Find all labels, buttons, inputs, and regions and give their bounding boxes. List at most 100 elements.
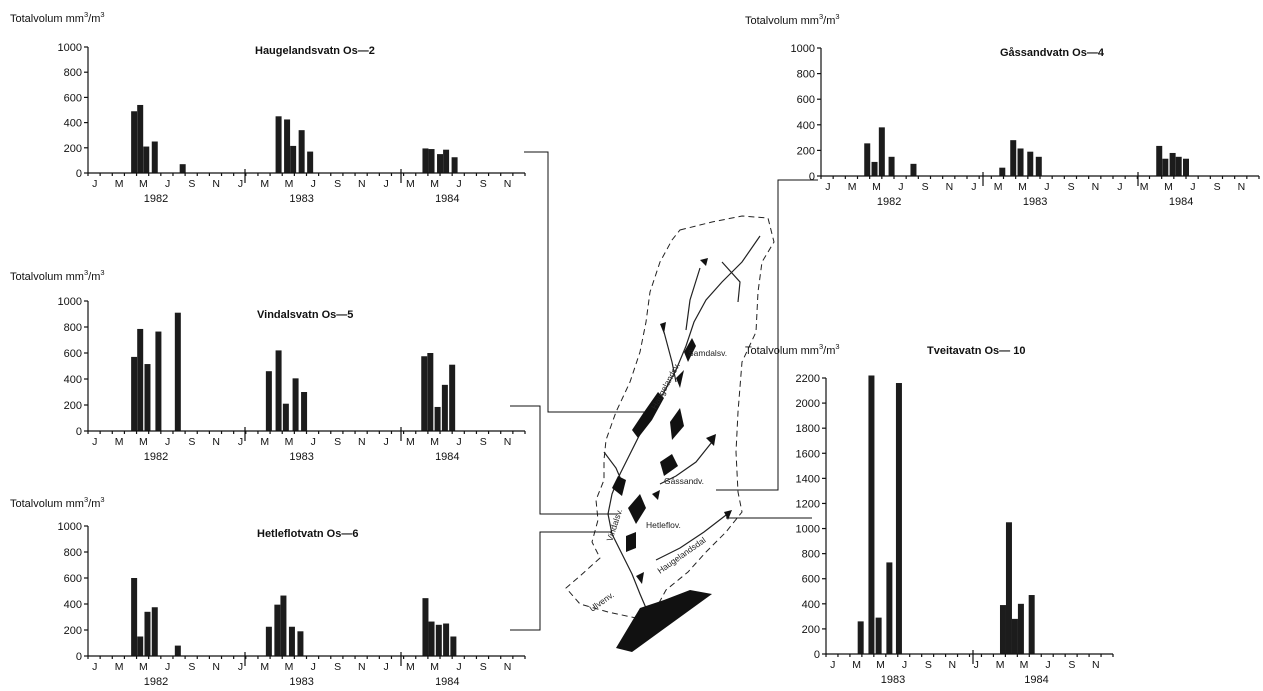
year-label: 1982	[877, 196, 901, 208]
bar	[449, 364, 456, 431]
y-tick-label: 400	[802, 599, 820, 611]
x-month-label: N	[212, 436, 220, 448]
bar	[131, 356, 138, 431]
x-month-label: J	[1044, 181, 1049, 193]
x-month-label: J	[311, 178, 316, 190]
y-tick-label: 800	[64, 67, 82, 79]
bar	[280, 595, 287, 656]
y-tick-label: 200	[802, 624, 820, 636]
y-tick-label: 0	[76, 168, 82, 180]
y-tick-label: 1000	[58, 296, 82, 308]
bar	[435, 624, 442, 656]
map-label: Hetleflov.	[646, 520, 681, 530]
lake	[636, 572, 644, 584]
x-month-label: S	[334, 178, 341, 190]
x-month-label: J	[971, 181, 976, 193]
x-month-label: J	[456, 661, 461, 673]
lake-samdalsvatn	[684, 338, 696, 362]
bar	[143, 146, 150, 173]
y-tick-label: 2000	[796, 398, 820, 410]
x-month-label: J	[830, 659, 835, 671]
bar	[288, 626, 295, 656]
y-axis-label: Totalvolum mm3/m3	[745, 12, 840, 27]
bar	[144, 611, 151, 656]
bar	[857, 621, 864, 654]
x-month-label: J	[311, 436, 316, 448]
bar	[137, 328, 144, 431]
y-tick-label: 800	[64, 547, 82, 559]
bar	[1011, 618, 1018, 654]
x-month-label: S	[480, 178, 487, 190]
y-tick-label: 0	[814, 649, 820, 661]
year-label: 1983	[1023, 196, 1047, 208]
bar	[292, 378, 299, 431]
bar	[871, 161, 878, 176]
bar	[1162, 158, 1169, 176]
x-month-label: M	[430, 661, 439, 673]
x-month-label: M	[430, 178, 439, 190]
y-axis-ticks: 0 200 400 600 800 1000	[791, 43, 822, 183]
x-month-label: M	[996, 659, 1005, 671]
x-month-label: S	[925, 659, 932, 671]
bar	[895, 383, 902, 654]
catchment-map: Samdalsv. Haugelandsv. Gåssandv. Vindals…	[565, 215, 775, 652]
bar	[443, 149, 450, 173]
x-month-label: M	[260, 178, 269, 190]
x-month-label: J	[902, 659, 907, 671]
x-month-label: M	[285, 661, 294, 673]
x-axis: J M M J S N J M M J S N 1983 1984	[825, 650, 1114, 686]
x-month-label: S	[480, 661, 487, 673]
leader-line-os5	[510, 405, 618, 515]
x-month-label: J	[384, 178, 389, 190]
y-tick-label: 1000	[58, 42, 82, 54]
map-label: Haugelandsv.	[649, 361, 682, 411]
x-month-label: S	[1068, 659, 1075, 671]
x-month-label: M	[115, 178, 124, 190]
bar	[131, 578, 138, 656]
x-month-label: M	[406, 436, 415, 448]
bar	[1183, 158, 1189, 176]
bar	[422, 598, 429, 656]
bar	[1169, 152, 1176, 176]
x-month-label: J	[238, 661, 243, 673]
x-month-label: N	[1092, 659, 1100, 671]
x-month-label: N	[1238, 181, 1246, 193]
x-month-label: N	[212, 178, 220, 190]
tributary-river	[685, 267, 701, 331]
x-month-label: J	[165, 178, 170, 190]
x-month-label: S	[480, 436, 487, 448]
x-month-label: M	[876, 659, 885, 671]
y-tick-label: 400	[64, 118, 82, 130]
bars	[131, 578, 457, 656]
bar	[441, 384, 448, 431]
bar	[422, 148, 429, 173]
chart-title: Hetleflotvatn Os—6	[257, 528, 358, 540]
x-month-label: S	[188, 178, 195, 190]
y-axis-ticks: 0 200 400 600 800 1000	[58, 296, 89, 438]
map-label: Vindalsv.	[604, 507, 624, 542]
bar	[443, 623, 450, 656]
chart-title: Tveitavatn Os— 10	[927, 345, 1025, 357]
x-month-label: S	[334, 436, 341, 448]
bar	[297, 631, 304, 656]
leader-line-os2	[524, 151, 646, 413]
lake	[652, 490, 660, 500]
y-tick-label: 800	[797, 69, 815, 81]
bar	[1017, 148, 1024, 176]
chart-title: Vindalsvatn Os—5	[257, 309, 353, 321]
bars	[131, 104, 458, 173]
map-label: Haugelandsdal	[655, 535, 707, 576]
bar	[274, 604, 281, 656]
y-tick-label: 1400	[796, 473, 820, 485]
x-month-label: N	[504, 661, 512, 673]
x-month-label: J	[898, 181, 903, 193]
y-axis-label: Totalvolum mm3/m3	[745, 342, 840, 357]
x-month-label: N	[358, 178, 366, 190]
x-month-label: N	[1092, 181, 1100, 193]
y-tick-label: 400	[64, 599, 82, 611]
x-month-label: J	[456, 178, 461, 190]
x-month-label: J	[238, 436, 243, 448]
x-month-label: S	[188, 661, 195, 673]
year-label: 1983	[289, 193, 313, 205]
bar	[174, 312, 181, 431]
